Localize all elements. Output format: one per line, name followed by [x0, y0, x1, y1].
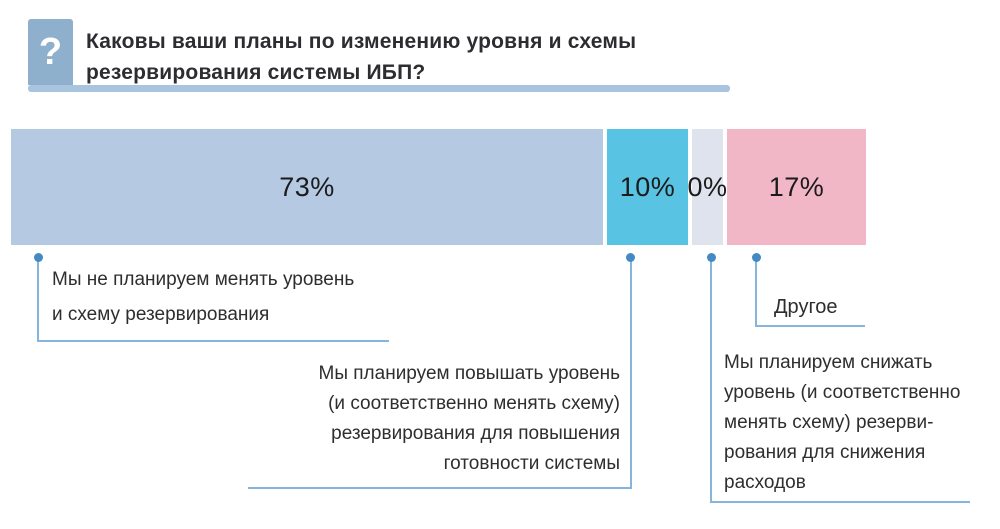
- connector-dot: [34, 253, 43, 262]
- callout-text-increase: Мы планируем повышать уровень (и соответ…: [318, 363, 621, 474]
- chart-title: Каковы ваши планы по изменению уровня и …: [86, 30, 637, 84]
- connector-dot: [626, 253, 635, 262]
- callout-text-no-change: Мы не планируем менять уровень и схему р…: [52, 269, 355, 325]
- bar-segment-other: 17%: [727, 129, 866, 245]
- question-mark-icon: ?: [28, 19, 73, 85]
- callout-text-other: Другое: [774, 296, 838, 318]
- connector-dot: [707, 253, 716, 262]
- callout-increase: Мы планируем повышать уровень (и соответ…: [248, 253, 635, 489]
- segment-value-label: 17%: [768, 171, 825, 202]
- segment-value-label: 10%: [619, 171, 676, 202]
- callout-no-change: Мы не планируем менять уровень и схему р…: [34, 253, 389, 342]
- bar-segment-no-change: 73%: [11, 129, 603, 245]
- callout-text-decrease: Мы планируем снижать уровень (и соответс…: [724, 352, 961, 493]
- bar-segment-decrease: 0%: [687, 129, 727, 245]
- title-underline: [28, 85, 730, 92]
- callout-other: Другое: [752, 253, 865, 327]
- bar-segment-increase: 10%: [607, 129, 688, 245]
- callout-decrease: Мы планируем снижать уровень (и соответс…: [707, 253, 970, 503]
- stacked-bar: 73% 10% 0% 17%: [11, 129, 866, 245]
- segment-value-label: 0%: [687, 171, 728, 202]
- segment-value-label: 73%: [279, 171, 335, 202]
- connector-dot: [752, 253, 761, 262]
